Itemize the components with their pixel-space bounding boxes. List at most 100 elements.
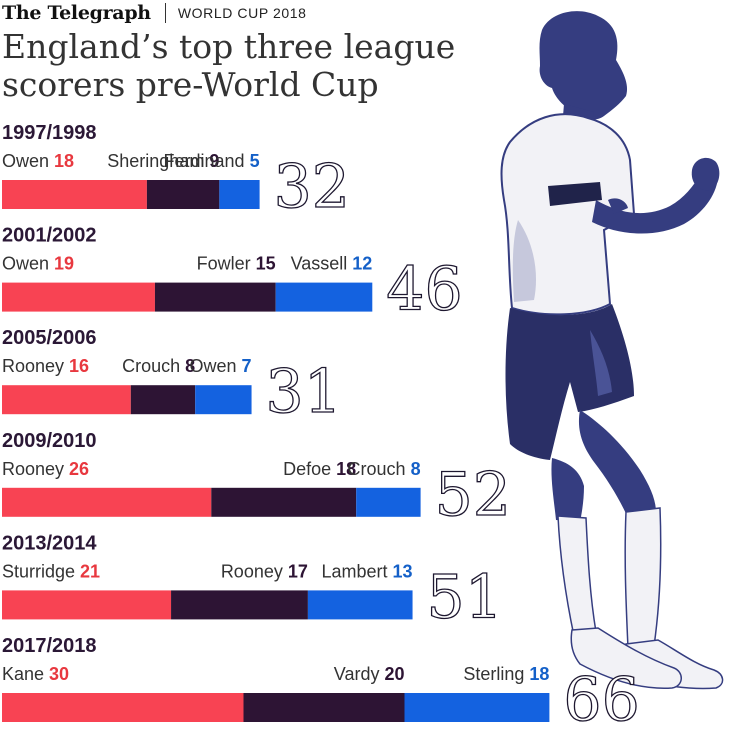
goals-value: 15: [256, 254, 276, 274]
player-label: Defoe 18: [283, 459, 356, 479]
total-goals-label: 52: [435, 460, 511, 530]
goals-value: 12: [352, 254, 372, 274]
goals-value: 30: [49, 664, 69, 684]
goals-value: 16: [69, 356, 89, 376]
title-line-2: scorers pre-World Cup: [2, 65, 379, 104]
season-label: 2005/2006: [2, 327, 97, 349]
player-name: Ferdinand: [164, 151, 250, 171]
player-name: Crouch: [122, 356, 185, 376]
goals-value: 8: [411, 459, 421, 479]
bar-segment: [219, 180, 260, 209]
bar-segment: [130, 385, 196, 415]
player-name: Owen: [2, 151, 54, 171]
player-name: Defoe: [283, 459, 336, 479]
player-name: Crouch: [348, 459, 411, 479]
player-name: Kane: [2, 664, 49, 684]
goals-value: 17: [288, 561, 308, 581]
player-name: Owen: [2, 254, 54, 274]
player-label: Sheringham 9: [107, 151, 219, 171]
player-name: Lambert: [321, 561, 392, 581]
player-name: Sterling: [463, 664, 529, 684]
bar-segment: [356, 487, 421, 517]
player-leg-front: [578, 410, 656, 518]
total-goals-label: 31: [266, 357, 342, 427]
goals-value: 18: [336, 459, 356, 479]
season-row-2013-2014: 2013/2014 Sturridge 21 Rooney 17 Lambert 13…: [2, 532, 504, 633]
player-name: Fowler: [197, 254, 256, 274]
player-head: [539, 11, 628, 120]
player-label: Rooney 17: [221, 561, 308, 581]
player-label: Owen 7: [190, 356, 252, 376]
player-armband: [548, 182, 602, 206]
bar-segment: [2, 180, 147, 209]
bar-segment: [211, 487, 357, 517]
total-goals-label: 51: [427, 562, 503, 632]
bar-segment: [195, 385, 252, 415]
bar-segment: [275, 282, 373, 312]
season-label: 1997/1998: [2, 122, 97, 144]
section-label[interactable]: WORLD CUP 2018: [177, 5, 307, 21]
goals-value: 9: [209, 151, 219, 171]
goals-value: 13: [393, 561, 413, 581]
goals-value: 18: [529, 664, 549, 684]
player-label: Crouch 8: [122, 356, 195, 376]
player-name: Sheringham: [107, 151, 209, 171]
player-label: Rooney 26: [2, 459, 89, 479]
season-label: 2009/2010: [2, 430, 97, 452]
goals-value: 18: [54, 151, 74, 171]
player-arm: [592, 174, 718, 234]
bar-segment: [154, 282, 276, 312]
player-name: Owen: [190, 356, 242, 376]
player-label: Lambert 13: [321, 561, 412, 581]
player-label: Crouch 8: [348, 459, 421, 479]
season-label: 2017/2018: [2, 635, 97, 657]
brand-logo[interactable]: The Telegraph: [2, 2, 151, 24]
player-illustration: [500, 11, 724, 690]
player-name: Rooney: [221, 561, 288, 581]
player-label: Rooney 16: [2, 356, 89, 376]
goals-value: 8: [185, 356, 195, 376]
bar-segment: [146, 180, 220, 209]
bar-segment: [171, 590, 308, 620]
goals-value: 20: [384, 664, 404, 684]
total-goals-label: 32: [274, 152, 350, 222]
player-shirt-shade: [512, 220, 537, 302]
player-shorts: [505, 304, 634, 460]
player-name: Vardy: [334, 664, 385, 684]
bar-segment: [2, 590, 172, 620]
player-name: Vassell: [291, 254, 353, 274]
goals-value: 7: [242, 356, 252, 376]
season-label: 2013/2014: [2, 532, 97, 554]
goals-value: 19: [54, 254, 74, 274]
goals-value: 5: [250, 151, 260, 171]
total-goals-label: 66: [563, 665, 639, 730]
player-label: Ferdinand 5: [164, 151, 260, 171]
total-goals-label: 46: [386, 255, 462, 325]
player-name: Sturridge: [2, 561, 80, 581]
player-name: Rooney: [2, 459, 69, 479]
player-label: Owen 19: [2, 254, 74, 274]
player-fist: [691, 157, 720, 191]
player-boot-back: [570, 627, 682, 689]
masthead-divider: [164, 3, 166, 23]
goals-value: 21: [80, 561, 100, 581]
bar-segment: [2, 282, 155, 312]
season-label: 2001/2002: [2, 225, 97, 247]
page-title: England’s top three league scorers pre-W…: [2, 28, 472, 104]
season-row-2001-2002: 2001/2002 Owen 19 Fowler 15 Vassell 12 46: [2, 225, 463, 325]
title-line-1: England’s top three league: [2, 27, 456, 66]
bar-segment: [404, 693, 550, 722]
player-shorts-highlight: [590, 330, 612, 396]
bar-segment: [2, 693, 244, 722]
season-row-2017-2018: 2017/2018 Kane 30 Vardy 20 Sterling 18 66: [2, 635, 640, 730]
player-leg-back: [551, 458, 584, 522]
player-label: Kane 30: [2, 664, 69, 684]
bar-segment: [307, 590, 413, 620]
bar-segment: [2, 385, 131, 415]
player-label: Sturridge 21: [2, 561, 100, 581]
player-label: Sterling 18: [463, 664, 549, 684]
